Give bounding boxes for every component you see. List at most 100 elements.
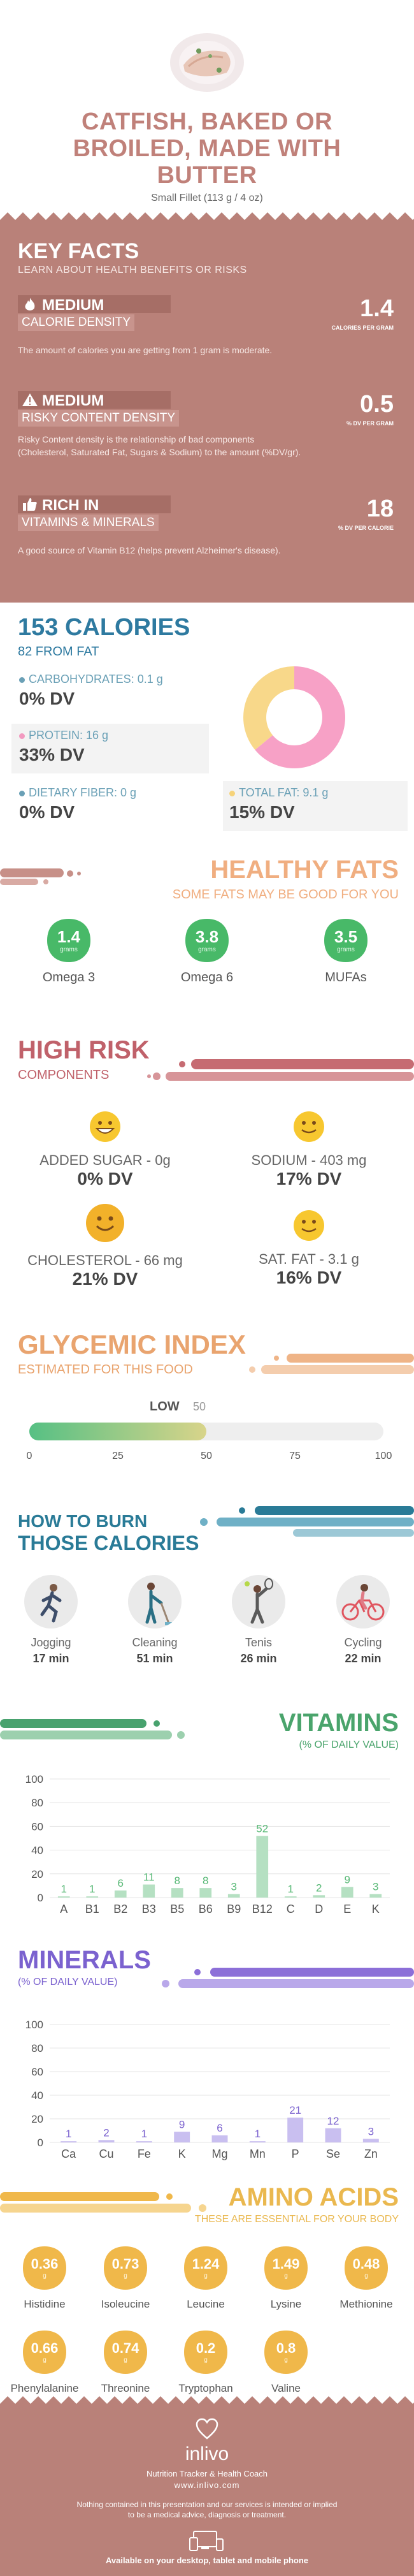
activity-minutes: 51 min — [136, 1652, 173, 1665]
calories-section: 153 CALORIES 82 FROM FAT CARBOHYDRATES: … — [0, 609, 414, 838]
x-tick-label: B9 — [227, 1903, 241, 1915]
amino-title: AMINO ACIDS — [228, 2183, 399, 2211]
x-tick-label: Mn — [250, 2148, 266, 2160]
amino-bubble: 0.48 g — [343, 2244, 390, 2292]
glycemic-title: GLYCEMIC INDEX — [18, 1329, 246, 1359]
nutrient-label: DIETARY FIBER: 0 g — [19, 786, 201, 800]
bar-Mg — [211, 2135, 228, 2142]
amino-name: Methionine — [339, 2298, 393, 2310]
amino-name: Phenylalanine — [10, 2382, 79, 2394]
amino-value: 1.24 — [192, 2256, 220, 2272]
y-tick-label: 80 — [31, 1797, 43, 1809]
vitamins-subtitle: (% OF DAILY VALUE) — [299, 1739, 399, 1750]
fact-description: The amount of calories you are getting f… — [18, 344, 387, 356]
bar-value-label: 6 — [217, 2122, 222, 2134]
amino-unit: g — [124, 2357, 127, 2364]
y-tick-label: 40 — [31, 1845, 43, 1857]
x-tick-label: B12 — [252, 1903, 273, 1915]
availability-note: Available on your desktop, tablet and mo… — [105, 2556, 309, 2565]
key-facts-section: KEY FACTS LEARN ABOUT HEALTH BENEFITS OR… — [0, 212, 414, 603]
footer: inlivo Nutrition Tracker & Health Coach … — [0, 2396, 414, 2576]
disclaimer-line: Nothing contained in this presentation a… — [76, 2500, 338, 2509]
glycemic-tick-label: 0 — [26, 1451, 32, 1461]
blob-icon — [345, 2246, 388, 2290]
desc-line: A good source of Vitamin B12 (helps prev… — [18, 545, 281, 555]
amino-unit: g — [124, 2272, 127, 2280]
calories-title: 153 CALORIES — [18, 614, 190, 641]
legend-dot-icon — [19, 733, 25, 739]
glycemic-subtitle: ESTIMATED FOR THIS FOOD — [18, 1363, 193, 1377]
x-tick-label: Mg — [211, 2148, 227, 2160]
smile-face-icon — [294, 1210, 324, 1241]
amino-name: Lysine — [270, 2298, 302, 2310]
amino-leucine: 1.24 g Leucine — [168, 2244, 244, 2311]
x-tick-label: Ca — [61, 2148, 76, 2160]
brand-url[interactable]: www.inlivo.com — [174, 2480, 240, 2490]
minerals-section: MINERALS (% OF DAILY VALUE) 100 80 60 40 20 0… — [0, 1938, 414, 2174]
amino-unit: g — [364, 2272, 368, 2280]
bar-B5 — [171, 1888, 183, 1898]
risk-added-sugar: ADDED SUGAR - 0g 0% DV — [13, 1109, 197, 1189]
amino-subtitle: THESE ARE ESSENTIAL FOR YOUR BODY — [194, 2214, 399, 2225]
amino-value: 0.73 — [111, 2256, 139, 2272]
minerals-subtitle: (% OF DAILY VALUE) — [18, 1977, 118, 1987]
amino-value: 0.36 — [31, 2256, 59, 2272]
bar-B6 — [199, 1888, 212, 1898]
heart-logo-icon — [196, 2418, 218, 2440]
minerals-title: MINERALS — [18, 1946, 151, 1974]
header: CATFISH, BAKED OR BROILED, MADE WITH BUT… — [0, 0, 414, 210]
risk-cholesterol: CHOLESTEROL - 66 mg 21% DV — [13, 1202, 197, 1289]
bar-P — [287, 2118, 304, 2142]
bar-value-label: 9 — [179, 2118, 185, 2130]
bar-B12 — [256, 1836, 269, 1898]
x-tick-label: E — [343, 1903, 351, 1915]
level-text: RICH IN — [42, 497, 99, 514]
brand-name: inlivo — [185, 2443, 229, 2464]
blob-icon — [264, 2331, 308, 2374]
y-tick-label: 100 — [25, 2019, 43, 2031]
bar-B9 — [227, 1894, 240, 1898]
y-tick-label: 100 — [25, 1773, 43, 1785]
glycemic-tick-label: 75 — [289, 1451, 301, 1461]
x-tick-label: B6 — [199, 1903, 213, 1915]
healthy-fats-section: HEALTHY FATS SOME FATS MAY BE GOOD FOR Y… — [0, 848, 414, 1014]
fat-omega-6: 3.8 grams Omega 6 — [169, 917, 245, 985]
bar-value-label: 2 — [103, 2126, 109, 2139]
blob-icon — [47, 919, 90, 962]
flame-icon — [25, 298, 35, 311]
fact-value: 18 — [366, 495, 394, 522]
nutrient-dietary-fiber: DIETARY FIBER: 0 g 0% DV — [11, 781, 209, 831]
fact-category: RISKY CONTENT DENSITY — [18, 410, 180, 427]
fat-mufas: 3.5 grams MUFAs — [308, 917, 384, 985]
fact-category: VITAMINS & MINERALS — [18, 515, 159, 531]
thumbs-up-icon — [23, 498, 37, 511]
fat-unit: grams — [60, 946, 78, 953]
x-tick-label: Fe — [138, 2148, 151, 2160]
bar-B1 — [86, 1896, 99, 1898]
nutrient-dv: 0% DV — [19, 689, 75, 708]
bar-Se — [325, 2128, 341, 2142]
amino-bubble: 1.24 g — [182, 2244, 229, 2292]
risk-label: SODIUM - 403 mg — [251, 1152, 367, 1168]
amino-bubble: 0.66 g — [21, 2329, 68, 2376]
amino-value: 0.74 — [111, 2340, 139, 2356]
activity-cleaning: Cleaning 51 min — [113, 1575, 196, 1665]
grin-face-icon — [90, 1111, 120, 1142]
activity-minutes: 17 min — [32, 1652, 69, 1665]
amino-unit: g — [284, 2272, 288, 2280]
smile-face-icon — [294, 1111, 324, 1142]
nutrient-label: PROTEIN: 16 g — [19, 729, 201, 742]
tennis-icon — [245, 1578, 273, 1624]
calorie-donut-chart — [243, 666, 345, 768]
x-tick-label: P — [292, 2148, 299, 2160]
desc-line: (Cholesterol, Saturated Fat, Sugars & So… — [18, 447, 301, 457]
fact-value: 1.4 — [360, 295, 394, 322]
bar-value-label: 1 — [61, 1883, 67, 1895]
bar-C — [284, 1896, 297, 1898]
amino-name: Threonine — [101, 2382, 150, 2394]
decorative-stripes — [0, 868, 81, 885]
vitamins-bar-chart: 100 80 60 40 20 0 1 A 1 B1 6 B2 11 B3 8 B5 8 B6 3 B9 52 B12 1 C… — [25, 1773, 390, 1915]
amino-unit: g — [284, 2357, 288, 2364]
dish-image-icon — [170, 33, 244, 92]
amino-name: Isoleucine — [101, 2298, 150, 2310]
